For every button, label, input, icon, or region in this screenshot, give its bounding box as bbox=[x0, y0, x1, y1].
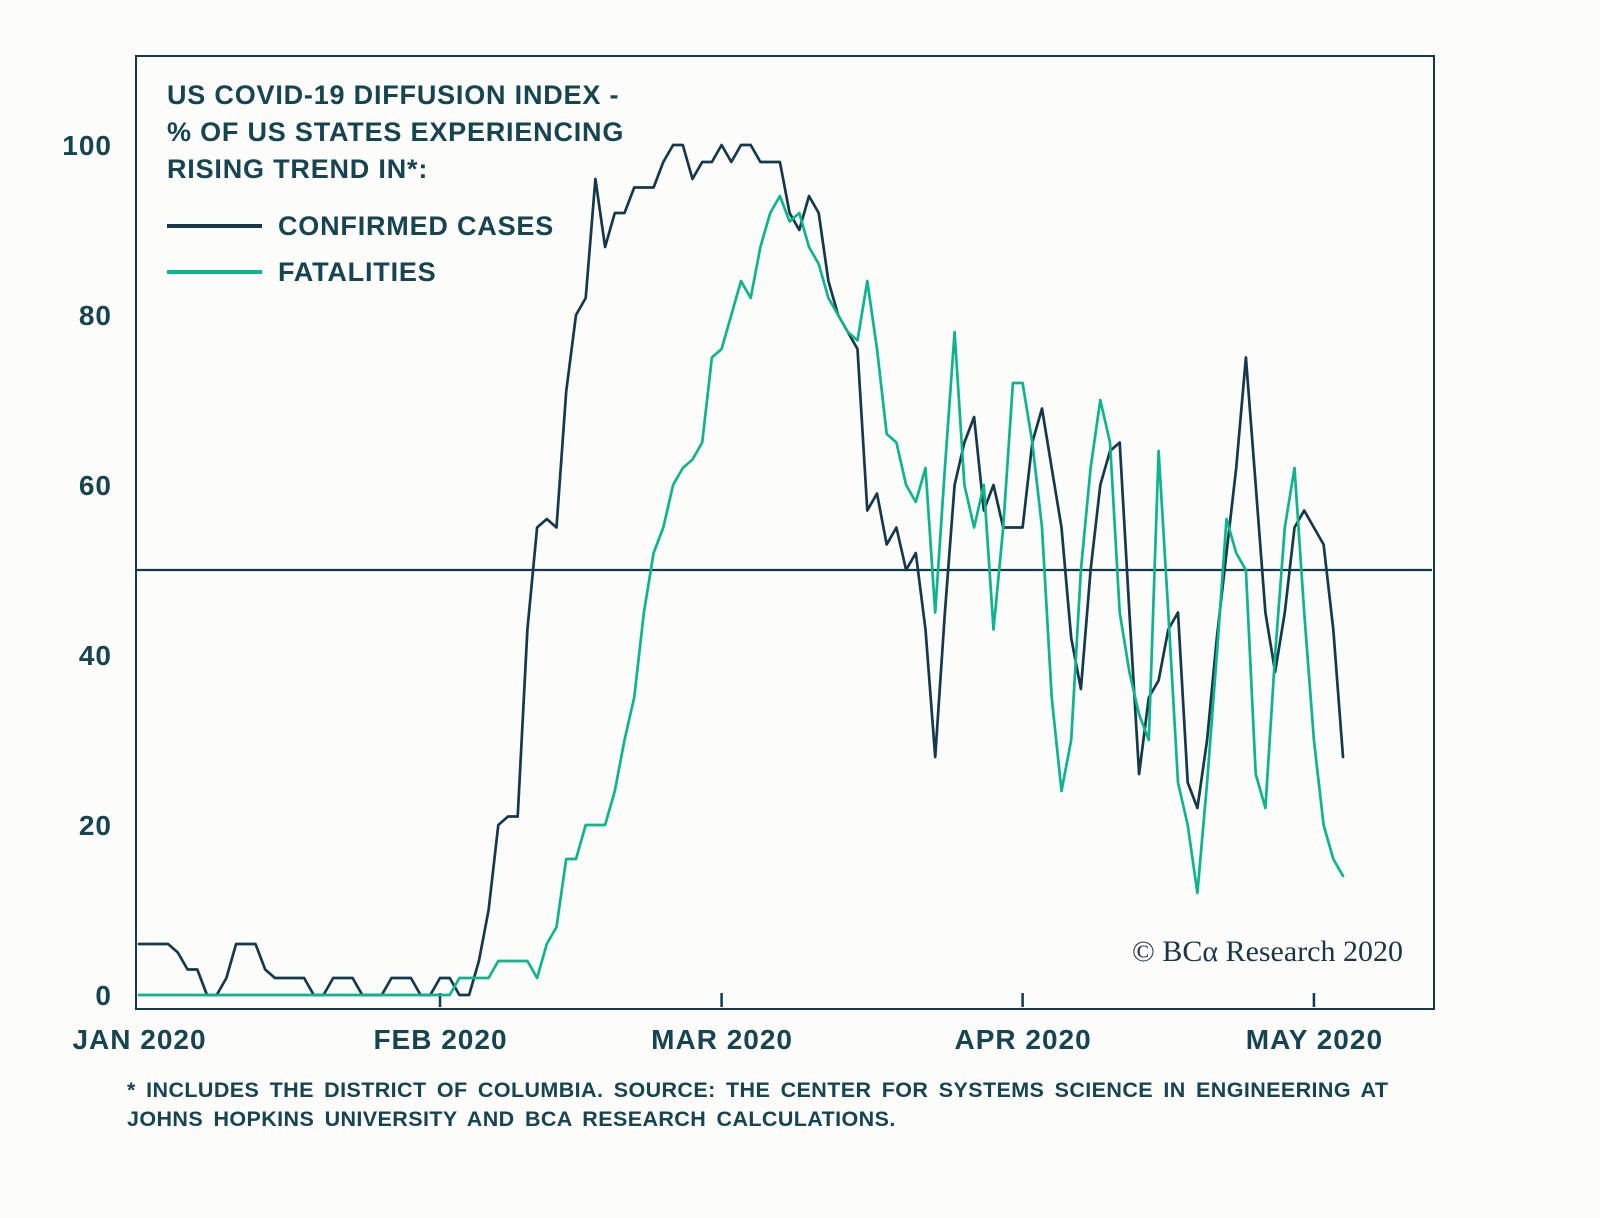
y-tick-label: 40 bbox=[78, 639, 112, 671]
fatalities-line-swatch bbox=[167, 270, 262, 274]
x-tick-label: MAR 2020 bbox=[651, 1024, 794, 1055]
legend: CONFIRMED CASES FATALITIES bbox=[167, 203, 554, 295]
footnote-line: JOHNS HOPKINS UNIVERSITY AND BCA RESEARC… bbox=[127, 1107, 896, 1131]
legend-label-confirmed-cases: CONFIRMED CASES bbox=[278, 210, 555, 241]
copyright-notice: © BCα Research 2020 bbox=[1132, 935, 1403, 968]
chart-title: US COVID-19 DIFFUSION INDEX - % OF US ST… bbox=[167, 77, 624, 188]
x-tick-label: APR 2020 bbox=[954, 1024, 1092, 1055]
y-tick-label: 20 bbox=[78, 809, 112, 841]
series-line-fatalities bbox=[137, 194, 1345, 997]
y-tick-label: 0 bbox=[95, 979, 112, 1011]
x-tick-label: MAY 2020 bbox=[1245, 1024, 1384, 1055]
confirmed-cases-line-swatch bbox=[167, 224, 262, 228]
y-tick-label: 60 bbox=[78, 469, 112, 501]
y-tick-label: 80 bbox=[78, 299, 112, 331]
footnote: * INCLUDES THE DISTRICT OF COLUMBIA. SOU… bbox=[127, 1076, 1388, 1134]
chart-title-line: % OF US STATES EXPERIENCING bbox=[167, 117, 625, 147]
footnote-line: * INCLUDES THE DISTRICT OF COLUMBIA. SOU… bbox=[127, 1078, 1389, 1102]
y-tick-label: 100 bbox=[62, 129, 112, 161]
x-tick-label: FEB 2020 bbox=[373, 1024, 508, 1055]
series-line-confirmed-cases bbox=[137, 143, 1345, 997]
chart-title-line: US COVID-19 DIFFUSION INDEX - bbox=[167, 80, 620, 110]
chart-title-line: RISING TREND IN*: bbox=[167, 154, 429, 184]
plot-frame: US COVID-19 DIFFUSION INDEX - % OF US ST… bbox=[135, 55, 1435, 1010]
legend-item-fatalities: FATALITIES bbox=[167, 249, 554, 295]
legend-label-fatalities: FATALITIES bbox=[278, 256, 437, 287]
legend-item-confirmed-cases: CONFIRMED CASES bbox=[167, 203, 554, 249]
x-tick-label: JAN 2020 bbox=[72, 1024, 207, 1055]
plot-area bbox=[137, 143, 1432, 1007]
